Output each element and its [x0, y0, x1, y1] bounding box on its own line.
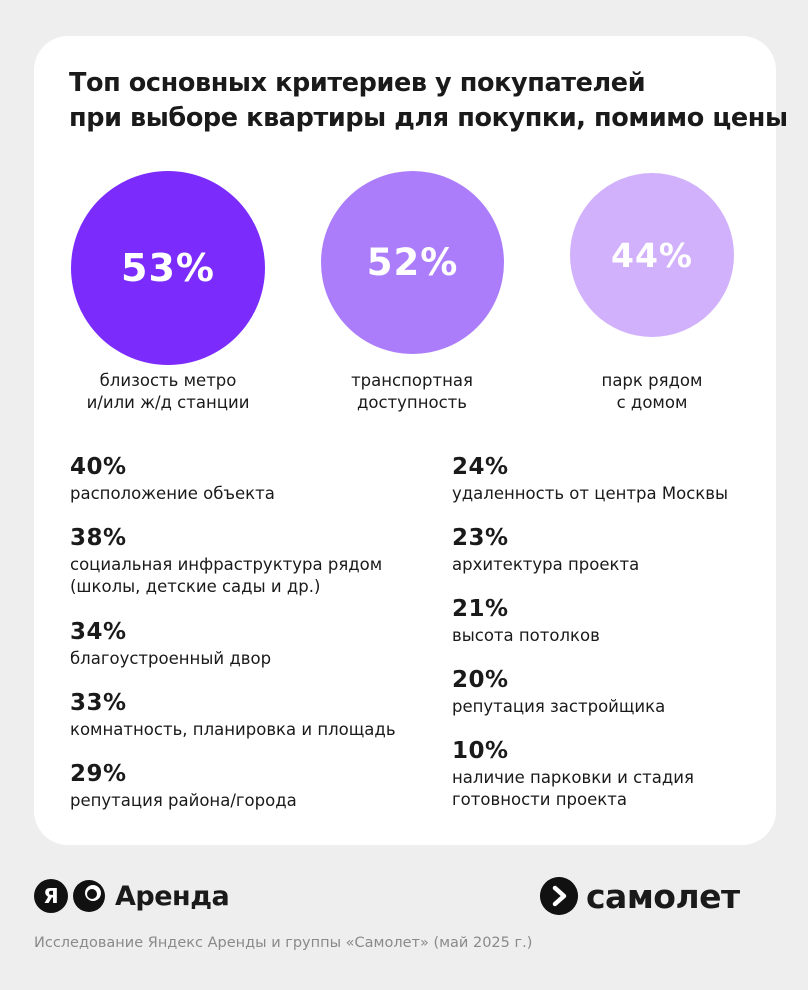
top-criterion-circle-2: 52%	[321, 171, 504, 354]
criterion-value: 33%	[70, 690, 127, 716]
chart-title: Топ основных критериев у покупателей при…	[69, 66, 788, 136]
label-line: расположение объекта	[70, 484, 275, 503]
label-line: с домом	[616, 393, 688, 412]
label-line: удаленность от центра Москвы	[452, 484, 728, 503]
criterion-label: благоустроенный двор	[70, 648, 271, 670]
criterion-label: высота потолков	[452, 625, 600, 647]
criterion-value: 23%	[452, 525, 509, 551]
source-note: Исследование Яндекс Аренды и группы «Сам…	[34, 935, 533, 951]
label-line: социальная инфраструктура рядом	[70, 555, 383, 574]
criterion-item: 34% благоустроенный двор	[70, 619, 271, 670]
criterion-label: наличие парковки и стадия готовности про…	[452, 767, 694, 811]
criterion-item: 40% расположение объекта	[70, 454, 275, 505]
top-criterion-circle-1: 53%	[71, 171, 265, 365]
top-criterion-circle-3: 44%	[570, 173, 734, 337]
infographic-card: Топ основных критериев у покупателей при…	[34, 36, 788, 845]
yandex-logo-icon: Я	[34, 879, 68, 913]
label-line: репутация застройщика	[452, 697, 666, 716]
samolet-brand-text: самолет	[586, 876, 740, 916]
top-criterion-label-2: транспортная доступность	[292, 370, 532, 414]
criterion-item: 23% архитектура проекта	[452, 525, 639, 576]
label-line: транспортная	[351, 371, 473, 390]
label-line: наличие парковки и стадия	[452, 768, 694, 787]
criterion-item: 38% социальная инфраструктура рядом (шко…	[70, 525, 382, 598]
yandex-arenda-logo: Я Аренда	[34, 876, 230, 916]
criterion-item: 24% удаленность от центра Москвы	[452, 454, 728, 505]
label-line: готовности проекта	[452, 790, 627, 809]
title-line: Топ основных критериев у покупателей	[69, 68, 646, 98]
criterion-label: удаленность от центра Москвы	[452, 483, 728, 505]
criterion-item: 29% репутация района/города	[70, 761, 297, 812]
criterion-label: расположение объекта	[70, 483, 275, 505]
criterion-value: 21%	[452, 596, 509, 622]
label-line: (школы, детские сады и др.)	[70, 577, 321, 596]
samolet-logo: самолет	[540, 874, 740, 918]
arenda-brand-text: Аренда	[115, 880, 230, 912]
criterion-value: 24%	[452, 454, 509, 480]
label-line: комнатность, планировка и площадь	[70, 720, 396, 739]
label-line: доступность	[356, 393, 468, 412]
criterion-label: архитектура проекта	[452, 554, 639, 576]
top-criterion-value: 52%	[366, 241, 459, 284]
title-line: при выборе квартиры для покупки, помимо …	[69, 103, 788, 133]
arenda-logo-icon	[73, 880, 105, 912]
label-line: высота потолков	[452, 626, 600, 645]
criterion-item: 21% высота потолков	[452, 596, 600, 647]
label-line: благоустроенный двор	[70, 649, 272, 668]
criterion-label: социальная инфраструктура рядом (школы, …	[70, 554, 382, 598]
top-criterion-label-1: близость метро и/или ж/д станции	[48, 370, 288, 414]
label-line: репутация района/города	[70, 791, 297, 810]
yandex-logo-letter: Я	[43, 884, 59, 908]
criterion-label: комнатность, планировка и площадь	[70, 719, 396, 741]
label-line: архитектура проекта	[452, 555, 640, 574]
criterion-value: 34%	[70, 619, 127, 645]
criterion-item: 10% наличие парковки и стадия готовности…	[452, 738, 694, 811]
criterion-value: 29%	[70, 761, 127, 787]
criterion-item: 33% комнатность, планировка и площадь	[70, 690, 396, 741]
label-line: парк рядом	[601, 371, 703, 390]
criterion-value: 40%	[70, 454, 127, 480]
criterion-label: репутация района/города	[70, 790, 297, 812]
criterion-value: 38%	[70, 525, 127, 551]
top-criterion-label-3: парк рядом с домом	[532, 370, 772, 414]
criterion-value: 20%	[452, 667, 509, 693]
label-line: и/или ж/д станции	[86, 393, 250, 412]
label-line: близость метро	[99, 371, 237, 390]
samolet-logo-icon	[540, 877, 578, 915]
top-criterion-value: 53%	[121, 246, 215, 290]
criterion-label: репутация застройщика	[452, 696, 665, 718]
top-criterion-value: 44%	[611, 235, 693, 275]
criterion-item: 20% репутация застройщика	[452, 667, 665, 718]
criterion-value: 10%	[452, 738, 509, 764]
